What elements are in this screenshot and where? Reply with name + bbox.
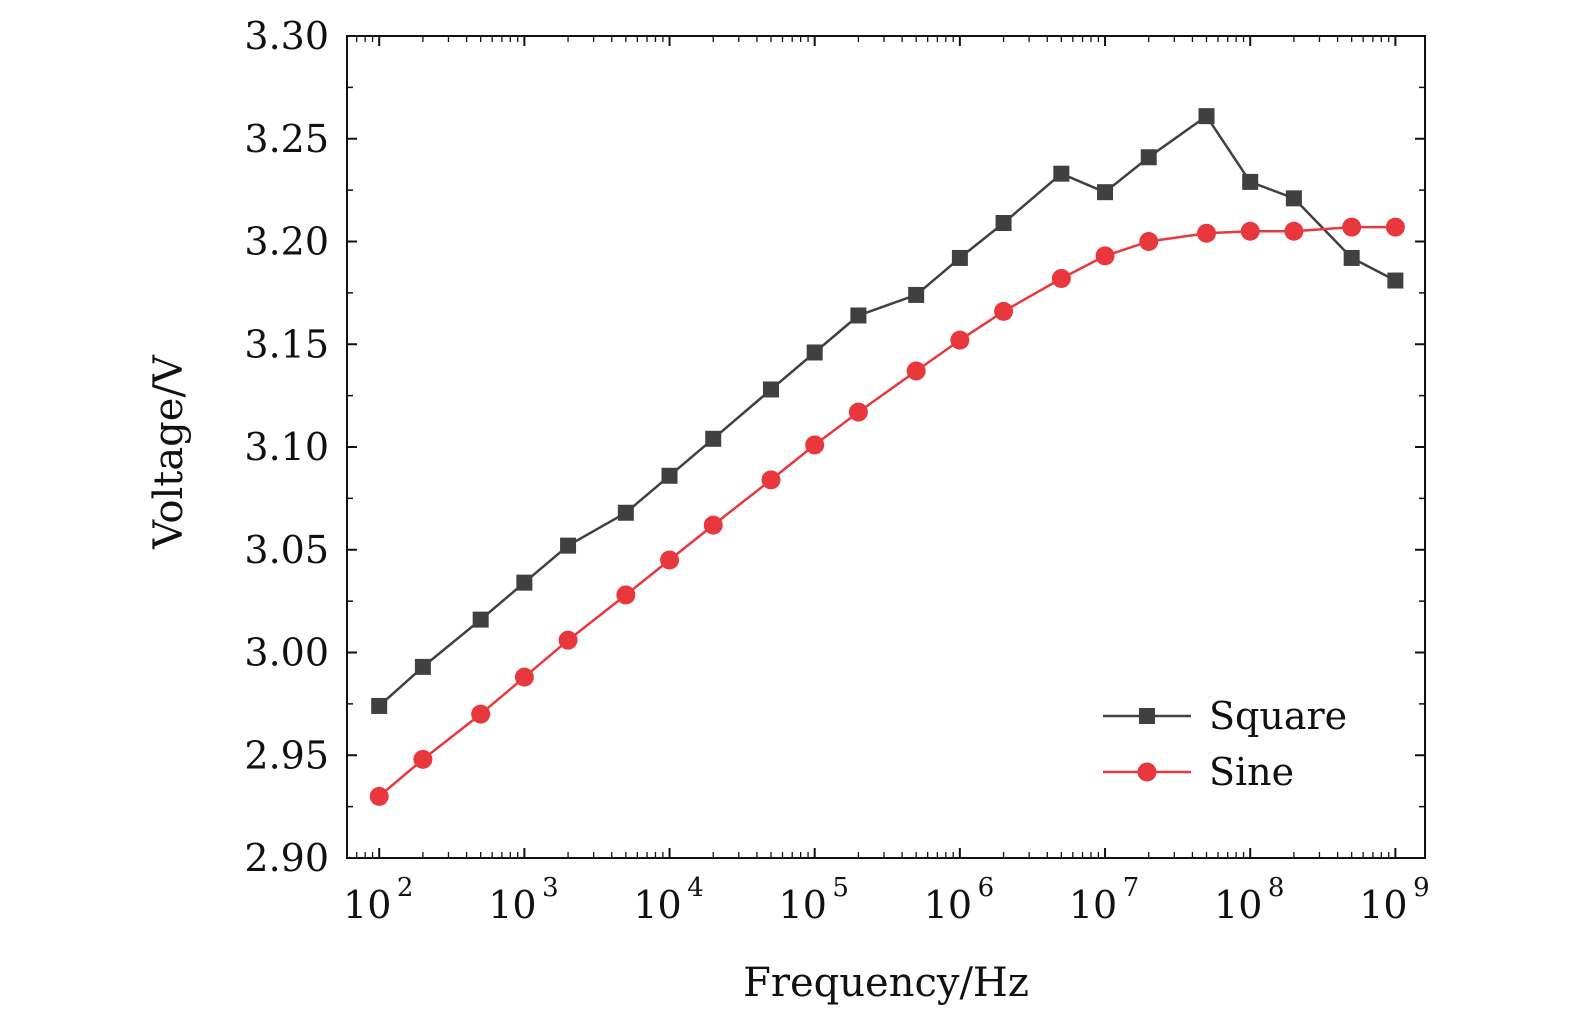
data-point-sine-8 (761, 470, 781, 490)
y-tick-label-8: 3.30 (244, 14, 329, 58)
x-tick-label-0: 10 (343, 883, 391, 927)
data-point-square-0 (371, 697, 388, 714)
data-point-square-19 (1285, 190, 1302, 207)
data-point-square-5 (617, 504, 634, 521)
data-point-sine-12 (950, 330, 970, 350)
y-tick-label-3: 3.05 (244, 528, 329, 572)
data-point-sine-5 (616, 585, 636, 605)
data-point-sine-2 (471, 704, 491, 724)
x-tick-exponent-0: 2 (397, 873, 414, 903)
data-point-sine-0 (369, 786, 389, 806)
data-point-square-11 (908, 286, 925, 303)
data-point-square-3 (516, 574, 533, 591)
data-point-sine-19 (1284, 221, 1304, 241)
data-point-square-15 (1097, 184, 1114, 201)
data-point-sine-7 (703, 515, 723, 535)
y-tick-label-5: 3.15 (244, 322, 329, 366)
data-point-square-8 (763, 381, 780, 398)
y-tick-label-4: 3.10 (244, 425, 329, 469)
series-layer (369, 108, 1405, 806)
data-point-square-7 (705, 430, 722, 447)
x-tick-label-5: 10 (1069, 883, 1117, 927)
data-point-square-4 (560, 537, 577, 554)
series-line-sine (378, 225, 1396, 798)
y-tick-label-6: 3.20 (244, 220, 329, 264)
data-point-square-13 (995, 215, 1012, 232)
data-point-sine-20 (1342, 217, 1362, 237)
data-point-sine-14 (1051, 268, 1071, 288)
data-point-square-2 (472, 611, 489, 628)
data-point-sine-17 (1197, 223, 1217, 243)
x-tick-label-2: 10 (633, 883, 681, 927)
y-tick-label-7: 3.25 (244, 117, 329, 161)
x-tick-exponent-1: 3 (542, 873, 559, 903)
x-tick-label-1: 10 (488, 883, 536, 927)
data-point-sine-11 (906, 361, 926, 381)
x-tick-exponent-3: 5 (832, 873, 849, 903)
x-tick-label-4: 10 (924, 883, 972, 927)
x-tick-exponent-4: 6 (978, 873, 995, 903)
x-tick-exponent-2: 4 (687, 873, 704, 903)
data-point-sine-18 (1240, 221, 1260, 241)
x-tick-exponent-7: 9 (1413, 873, 1430, 903)
legend-marker-square (1139, 708, 1155, 724)
data-point-sine-3 (514, 667, 534, 687)
data-point-sine-6 (660, 550, 680, 570)
y-tick-label-0: 2.90 (244, 836, 329, 880)
data-point-sine-21 (1385, 217, 1405, 237)
legend: Square Sine (1103, 694, 1347, 794)
data-point-sine-15 (1095, 246, 1115, 266)
data-point-square-18 (1242, 173, 1259, 190)
legend-marker-sine (1137, 762, 1157, 782)
data-point-square-9 (806, 344, 823, 361)
data-point-sine-16 (1139, 232, 1159, 251)
y-axis-title: Voltage/V (146, 354, 192, 550)
data-point-sine-4 (558, 630, 578, 650)
y-tick-label-1: 2.95 (244, 733, 329, 777)
data-point-square-17 (1198, 108, 1215, 125)
x-tick-exponent-6: 8 (1268, 873, 1285, 903)
data-point-sine-10 (848, 402, 868, 422)
data-point-sine-1 (413, 749, 433, 769)
x-axis: 10 2 10 3 10 4 10 5 10 6 10 7 10 8 10 9 (343, 36, 1430, 927)
legend-label-sine: Sine (1209, 750, 1294, 794)
data-point-sine-9 (805, 435, 825, 455)
data-point-square-16 (1140, 149, 1157, 166)
y-axis: 2.90 2.95 3.00 3.05 3.10 3.15 3.20 3.25 3.30 (244, 14, 1425, 880)
data-point-square-10 (850, 307, 867, 324)
data-point-square-6 (661, 467, 678, 484)
data-point-square-20 (1343, 249, 1360, 266)
x-tick-label-6: 10 (1214, 883, 1262, 927)
x-tick-exponent-5: 7 (1123, 873, 1140, 903)
data-point-square-12 (951, 249, 968, 266)
data-point-square-14 (1053, 165, 1070, 182)
data-point-sine-13 (994, 301, 1014, 321)
x-tick-label-3: 10 (779, 883, 827, 927)
x-axis-title: Frequency/Hz (743, 960, 1029, 1006)
legend-label-square: Square (1209, 694, 1347, 738)
data-point-square-1 (414, 658, 431, 675)
data-point-square-21 (1387, 272, 1404, 289)
x-tick-label-7: 10 (1359, 883, 1407, 927)
y-tick-label-2: 3.00 (244, 631, 329, 675)
series-line-square (378, 114, 1396, 707)
